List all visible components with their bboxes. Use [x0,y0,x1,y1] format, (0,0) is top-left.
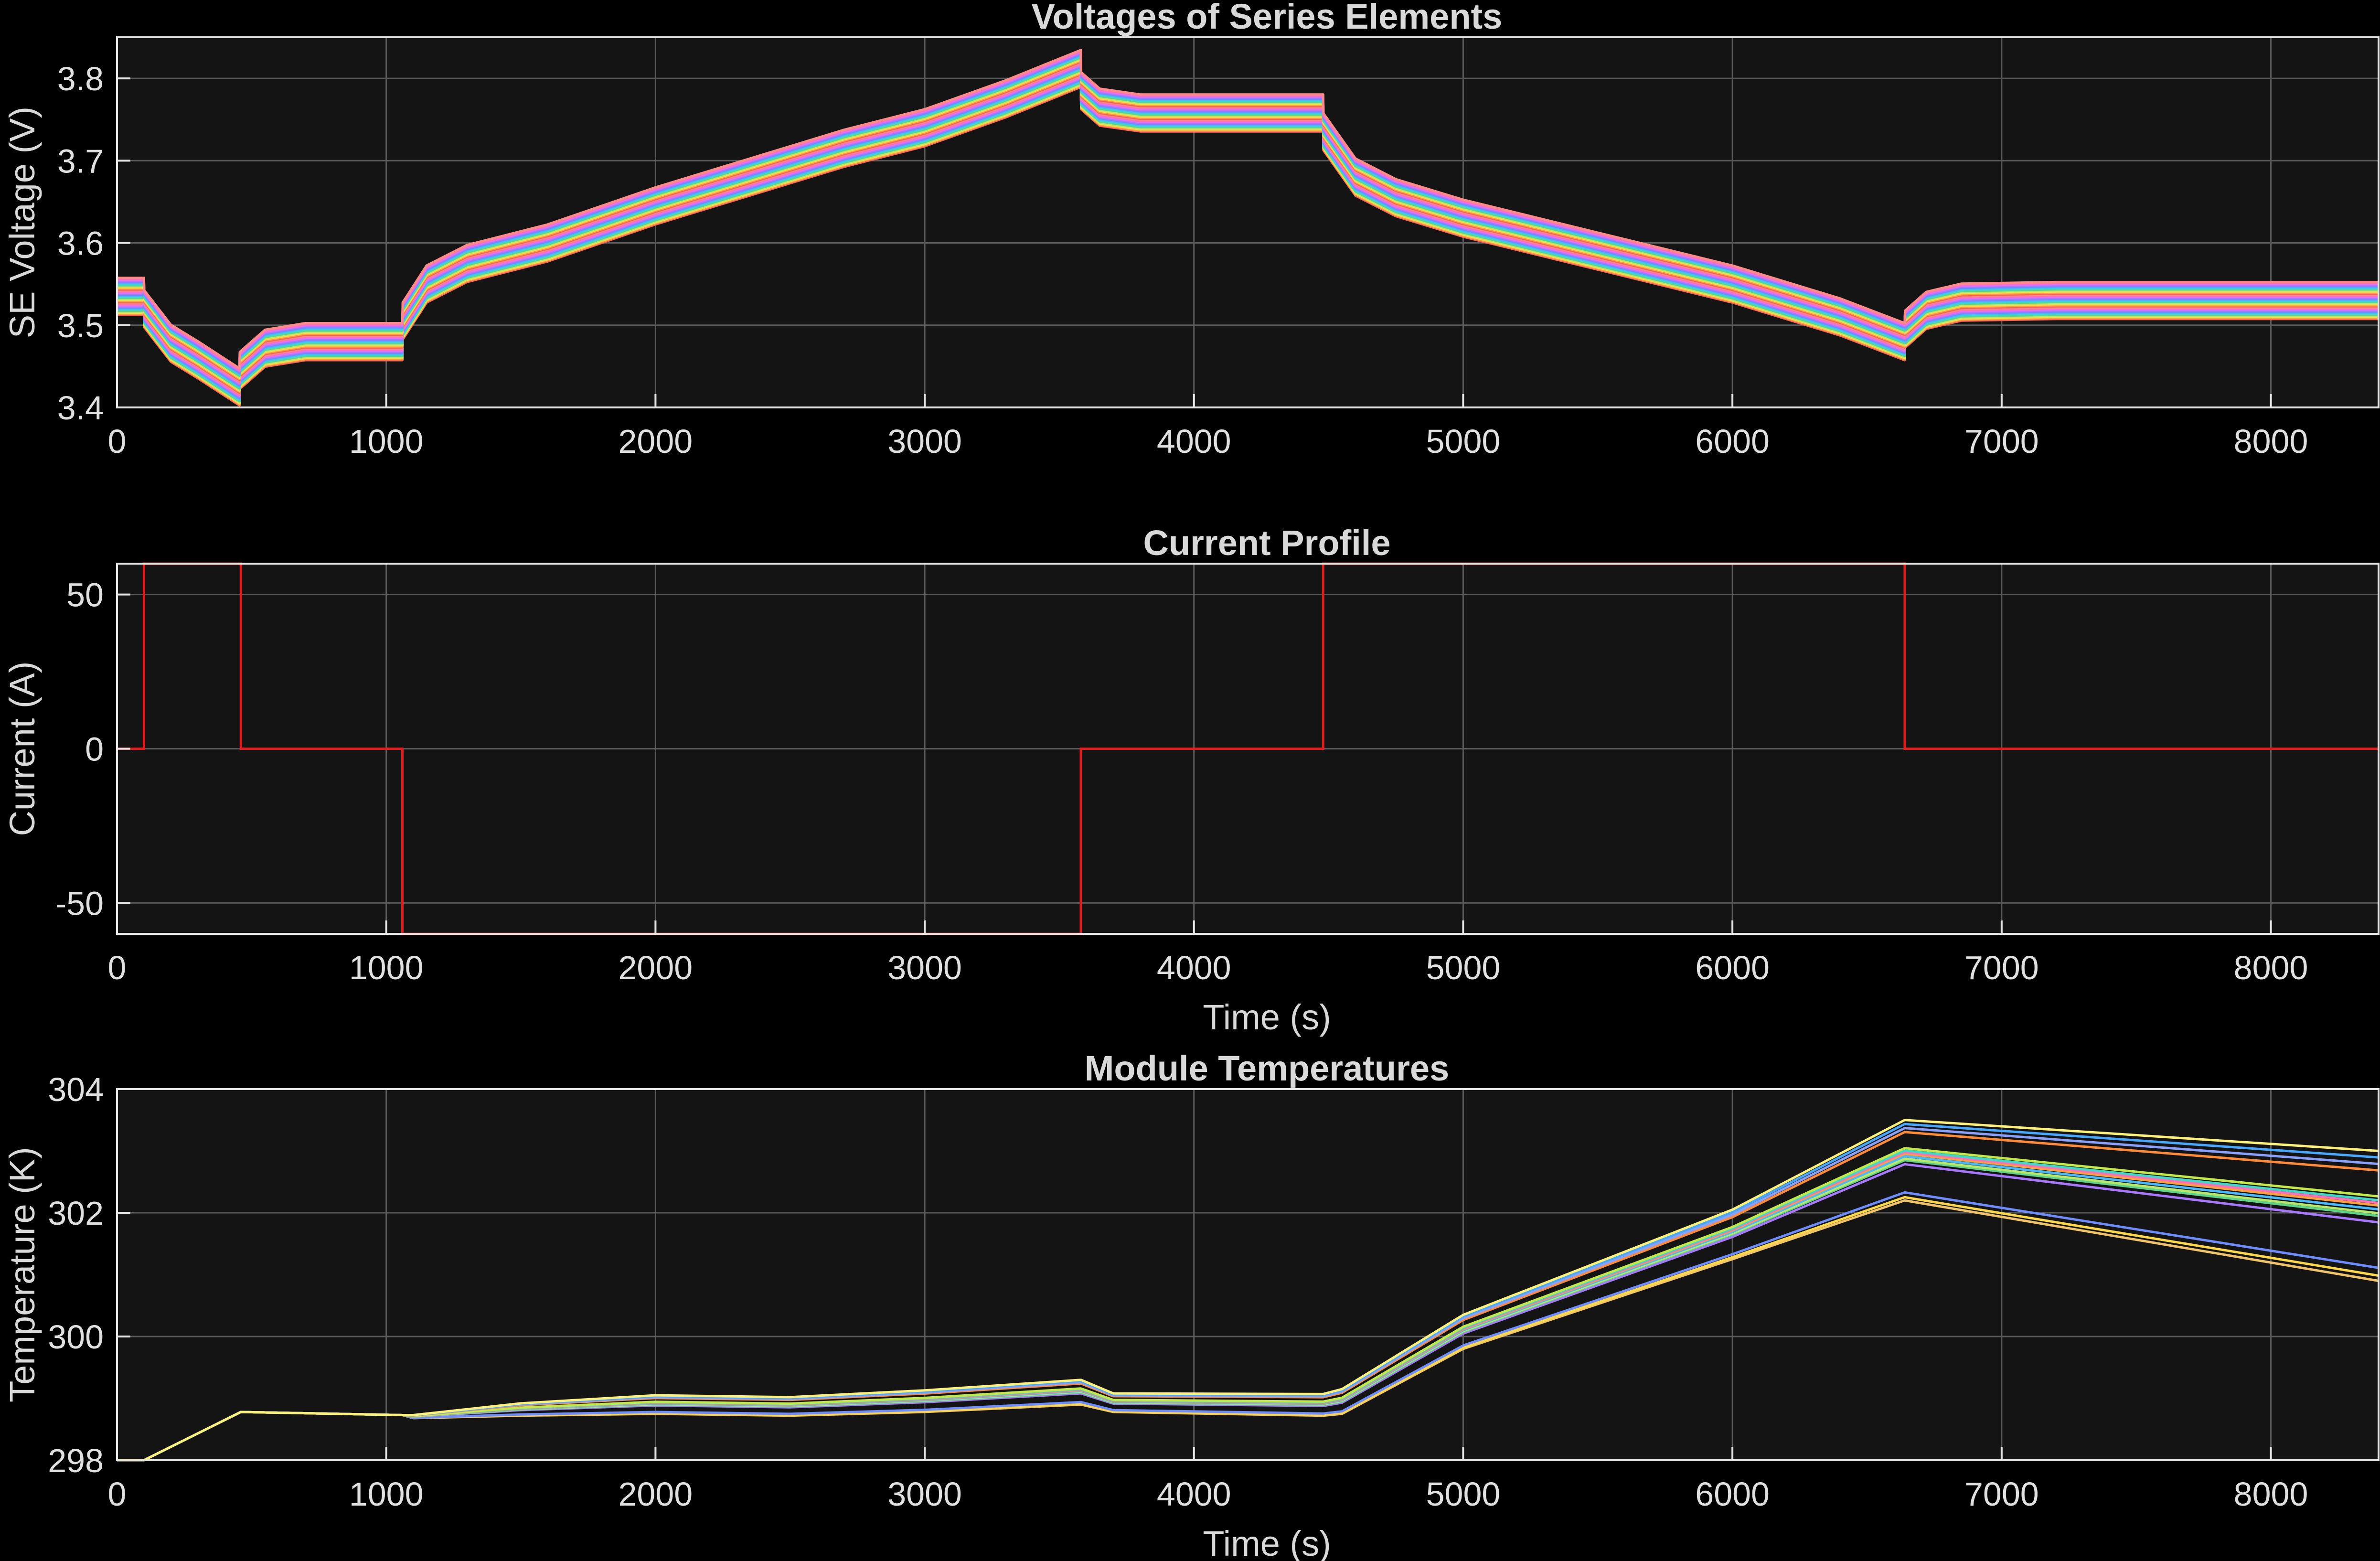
current-y-tick-label-50: 50 [66,577,104,614]
current-y-tick-label--50: -50 [55,885,104,922]
temperature-x-tick-label-4000: 4000 [1157,1475,1231,1513]
current-y-ticks: -50 0 50 [55,577,130,922]
voltage-series-line-36 [117,49,2379,370]
current-x-axis-label: Time (s) [1203,997,1331,1037]
current-chart-title: Current Profile [1143,523,1390,563]
voltage-x-tick-label-8000: 8000 [2234,423,2308,460]
current-x-tick-label-7000: 7000 [1964,949,2039,986]
current-y-axis-label: Current (A) [2,662,42,836]
temperature-x-tick-label-3000: 3000 [887,1475,962,1513]
voltage-axes-frame [116,36,2380,408]
voltage-y-tick-label-3.6: 3.6 [57,225,104,262]
temperature-y-tick-label-298: 298 [48,1442,104,1479]
voltage-x-tick-label-7000: 7000 [1964,423,2039,460]
voltage-plot-area [117,37,2379,407]
temperature-chart-title: Module Temperatures [1085,1048,1449,1088]
voltage-y-ticks: 3.4 3.5 3.6 3.7 3.8 [57,60,130,427]
temperature-x-tick-label-1000: 1000 [349,1475,424,1513]
temperature-x-tick-label-2000: 2000 [619,1475,693,1513]
temperature-x-tick-label-8000: 8000 [2234,1475,2308,1513]
temperature-x-tick-label-0: 0 [108,1475,127,1513]
voltage-x-tick-label-5000: 5000 [1426,423,1501,460]
temperature-x-tick-label-5000: 5000 [1426,1475,1501,1513]
voltage-x-ticks: 0 1000 2000 3000 4000 5000 6000 7000 8000 [108,394,2308,460]
current-x-tick-label-8000: 8000 [2234,949,2308,986]
voltage-x-tick-label-3000: 3000 [887,423,962,460]
current-x-tick-label-2000: 2000 [619,949,693,986]
temperature-y-axis-label: Temperature (K) [2,1147,42,1402]
temperature-series-line-15 [117,1119,2379,1462]
voltage-panel: 0 1000 2000 3000 4000 5000 6000 7000 8000 3.4 3.5… [2,0,2380,460]
temperature-x-axis-label: Time (s) [1203,1524,1331,1561]
temperature-x-tick-label-6000: 6000 [1695,1475,1770,1513]
current-x-tick-label-1000: 1000 [349,949,424,986]
voltage-chart-title: Voltages of Series Elements [1032,0,1503,36]
temperature-series-group [117,1119,2379,1462]
current-x-tick-label-0: 0 [108,949,127,986]
temperature-x-tick-label-7000: 7000 [1964,1475,2039,1513]
voltage-x-tick-label-2000: 2000 [619,423,693,460]
voltage-x-tick-label-0: 0 [108,423,127,460]
voltage-x-tick-label-1000: 1000 [349,423,424,460]
temperature-axes-frame [116,1088,2380,1461]
voltage-y-axis-label: SE Voltage (V) [2,107,42,338]
temperature-y-tick-label-304: 304 [48,1071,104,1108]
temperature-y-tick-label-300: 300 [48,1318,104,1356]
current-x-ticks: 0 1000 2000 3000 4000 5000 6000 7000 8000 [108,920,2308,986]
current-y-tick-label-0: 0 [85,731,104,768]
voltage-y-tick-label-3.8: 3.8 [57,60,104,97]
temperature-x-ticks: 0 1000 2000 3000 4000 5000 6000 7000 8000 [108,1447,2308,1513]
current-x-tick-label-4000: 4000 [1157,949,1231,986]
temperature-panel: 0 1000 2000 3000 4000 5000 6000 7000 8000 298 300… [2,1048,2380,1561]
current-x-tick-label-5000: 5000 [1426,949,1501,986]
current-panel: 0 1000 2000 3000 4000 5000 6000 7000 8000 -50050… [2,523,2380,1037]
voltage-x-tick-label-6000: 6000 [1695,423,1770,460]
temperature-y-tick-label-302: 302 [48,1195,104,1232]
current-x-tick-label-6000: 6000 [1695,949,1770,986]
voltage-y-tick-label-3.4: 3.4 [57,389,104,427]
voltage-series-group [117,49,2379,407]
voltage-y-tick-label-3.7: 3.7 [57,142,104,180]
voltage-x-tick-label-4000: 4000 [1157,423,1231,460]
current-x-tick-label-3000: 3000 [887,949,962,986]
voltage-y-tick-label-3.5: 3.5 [57,307,104,344]
temperature-y-ticks: 298 300 302 304 [48,1071,130,1479]
